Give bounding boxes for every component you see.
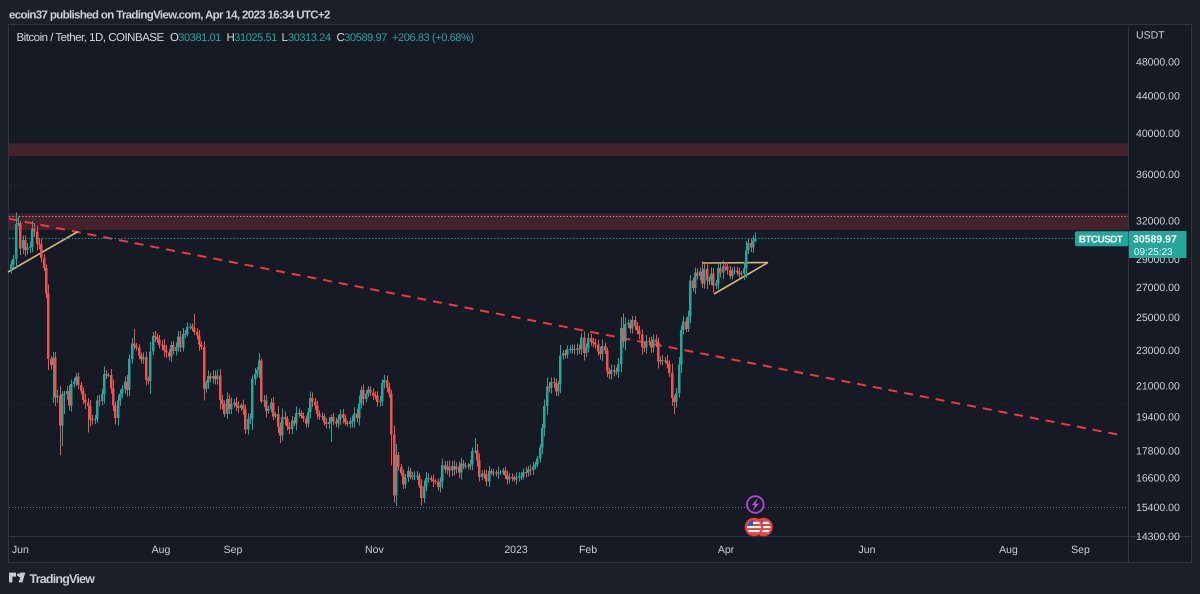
svg-text:Jun: Jun bbox=[12, 544, 29, 556]
svg-text:09:25:23: 09:25:23 bbox=[1134, 247, 1173, 258]
svg-text:30381.01: 30381.01 bbox=[178, 32, 221, 44]
svg-text:30589.97: 30589.97 bbox=[1133, 234, 1177, 246]
svg-text:Bitcoin / Tether, 1D, COINBASE: Bitcoin / Tether, 1D, COINBASE bbox=[17, 32, 165, 44]
svg-text:23000.00: 23000.00 bbox=[1136, 345, 1180, 357]
svg-text:H: H bbox=[227, 32, 235, 44]
svg-text:14300.00: 14300.00 bbox=[1136, 531, 1180, 543]
svg-text:25000.00: 25000.00 bbox=[1136, 312, 1180, 324]
svg-text:32000.00: 32000.00 bbox=[1136, 215, 1180, 227]
svg-text:40000.00: 40000.00 bbox=[1136, 128, 1180, 140]
svg-text:Aug: Aug bbox=[152, 544, 171, 556]
svg-text:21000.00: 21000.00 bbox=[1136, 381, 1180, 393]
svg-text:Sep: Sep bbox=[224, 544, 243, 556]
svg-text:15400.00: 15400.00 bbox=[1136, 502, 1180, 514]
svg-text:2023: 2023 bbox=[504, 544, 528, 556]
svg-text:16600.00: 16600.00 bbox=[1136, 473, 1180, 485]
svg-text:Feb: Feb bbox=[579, 544, 597, 556]
svg-text:O: O bbox=[170, 32, 179, 44]
svg-text:31025.51: 31025.51 bbox=[234, 32, 277, 44]
svg-text:ecoin37 published on TradingVi: ecoin37 published on TradingView.com, Ap… bbox=[9, 10, 330, 22]
svg-text:Sep: Sep bbox=[1071, 544, 1090, 556]
svg-text:BTCUSDT: BTCUSDT bbox=[1079, 235, 1123, 246]
svg-text:30589.97: 30589.97 bbox=[344, 32, 387, 44]
svg-text:L: L bbox=[282, 32, 289, 44]
svg-text:Jun: Jun bbox=[859, 544, 876, 556]
svg-text:Nov: Nov bbox=[365, 544, 384, 556]
svg-text:+206.83 (+0.68%): +206.83 (+0.68%) bbox=[392, 32, 474, 44]
svg-text:36000.00: 36000.00 bbox=[1136, 169, 1180, 181]
svg-text:Aug: Aug bbox=[999, 544, 1018, 556]
svg-text:Apr: Apr bbox=[718, 544, 735, 556]
svg-text:17800.00: 17800.00 bbox=[1136, 445, 1180, 457]
svg-text:44000.00: 44000.00 bbox=[1136, 91, 1180, 103]
svg-text:27000.00: 27000.00 bbox=[1136, 282, 1180, 294]
svg-text:C: C bbox=[337, 32, 345, 44]
svg-text:USDT: USDT bbox=[1136, 30, 1165, 42]
svg-text:30313.24: 30313.24 bbox=[288, 32, 331, 44]
svg-text:48000.00: 48000.00 bbox=[1136, 56, 1180, 68]
svg-text:TradingView: TradingView bbox=[30, 572, 96, 586]
svg-text:19400.00: 19400.00 bbox=[1136, 412, 1180, 424]
